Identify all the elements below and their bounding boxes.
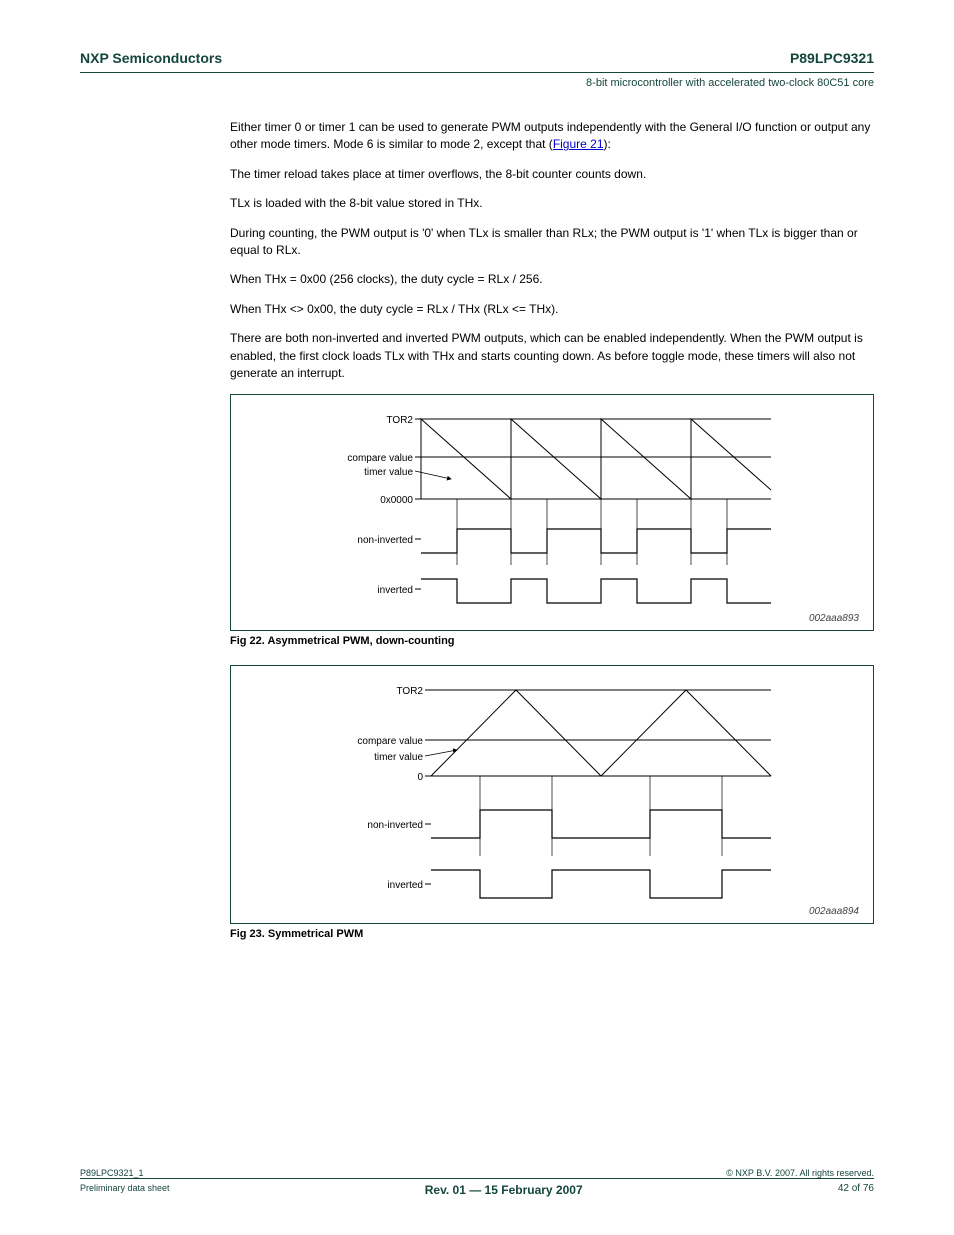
label-zero-b: 0: [417, 772, 423, 783]
figure-23-caption: Fig 23. Symmetrical PWM: [230, 928, 874, 940]
para-1: Either timer 0 or timer 1 can be used to…: [230, 119, 874, 154]
para-2: There are both non-inverted and inverted…: [230, 330, 874, 382]
figure-22-id: 002aaa893: [809, 613, 859, 624]
figure-22-caption: Fig 22. Asymmetrical PWM, down-counting: [230, 635, 874, 647]
footer-doc-id: P89LPC9321_1: [80, 1168, 144, 1178]
label-noninverted: non-inverted: [357, 535, 413, 546]
bullet-5: When THx <> 0x00, the duty cycle = RLx /…: [230, 301, 874, 318]
footer-doc-type: Preliminary data sheet: [80, 1183, 170, 1197]
figure-23-box: TOR2 compare value timer value 0 non-inv…: [230, 665, 874, 924]
vendor-name: NXP Semiconductors: [80, 50, 222, 66]
bullet-3: During counting, the PWM output is '0' w…: [230, 225, 874, 260]
figure-22-box: TOR2 compare value timer value 0x0000 no…: [230, 394, 874, 631]
doc-subtitle: 8-bit microcontroller with accelerated t…: [80, 77, 874, 89]
footer: P89LPC9321_1 © NXP B.V. 2007. All rights…: [80, 1168, 874, 1197]
footer-rule: [80, 1178, 874, 1179]
part-number: P89LPC9321: [790, 50, 874, 66]
figure-23-id: 002aaa894: [809, 906, 859, 917]
label-compare: compare value: [347, 453, 413, 464]
label-zero: 0x0000: [380, 495, 413, 506]
bullet-4: When THx = 0x00 (256 clocks), the duty c…: [230, 271, 874, 288]
footer-copyright: © NXP B.V. 2007. All rights reserved.: [726, 1168, 874, 1178]
label-compare-b: compare value: [357, 736, 423, 747]
label-noninverted-b: non-inverted: [367, 820, 423, 831]
bullet-2: TLx is loaded with the 8-bit value store…: [230, 195, 874, 212]
label-timer-b: timer value: [374, 752, 423, 763]
body-text: Either timer 0 or timer 1 can be used to…: [230, 119, 874, 382]
header-rule: [80, 72, 874, 73]
bullet-1: The timer reload takes place at timer ov…: [230, 166, 874, 183]
label-inverted: inverted: [377, 585, 413, 596]
figure-23-svg: TOR2 compare value timer value 0 non-inv…: [241, 680, 801, 912]
label-tor2-b: TOR2: [397, 686, 424, 697]
label-tor2: TOR2: [387, 415, 414, 426]
figure-22-svg: TOR2 compare value timer value 0x0000 no…: [241, 409, 801, 619]
label-timer: timer value: [364, 467, 413, 478]
label-inverted-b: inverted: [387, 880, 423, 891]
figure-21-link[interactable]: Figure 21: [553, 137, 604, 151]
footer-page: 42 of 76: [838, 1183, 874, 1197]
footer-rev-date: Rev. 01 — 15 February 2007: [425, 1183, 583, 1197]
